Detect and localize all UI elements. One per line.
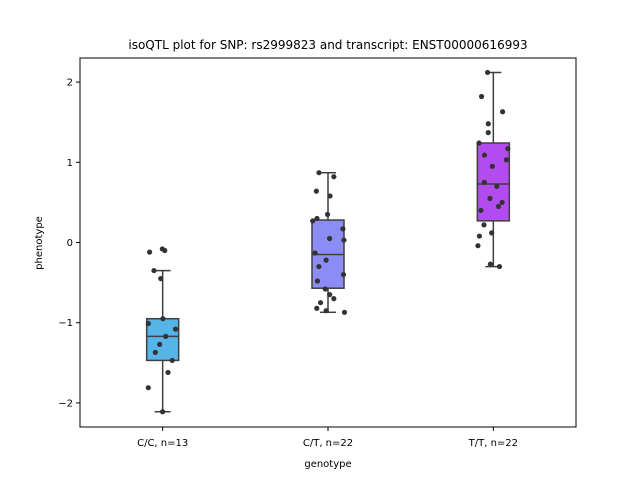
data-point [485, 130, 491, 136]
data-point [481, 152, 488, 158]
data-point [499, 199, 505, 205]
data-point [313, 188, 319, 194]
data-point [145, 320, 151, 327]
data-point [314, 305, 320, 311]
data-point [160, 409, 166, 415]
x-axis-label: genotype [304, 459, 351, 470]
data-point [478, 207, 484, 214]
data-point [496, 263, 503, 270]
data-point [323, 257, 329, 263]
y-tick-label: 2 [67, 78, 73, 89]
data-point [340, 226, 346, 232]
data-point [495, 203, 502, 210]
data-point [489, 230, 495, 236]
data-point [485, 121, 491, 127]
data-point [314, 215, 320, 222]
data-point [478, 93, 485, 100]
y-tick-label: 0 [67, 238, 73, 249]
data-point [326, 235, 333, 242]
x-tick-label: T/T, n=22 [468, 438, 518, 449]
data-point [340, 271, 347, 278]
chart-title: isoQTL plot for SNP: rs2999823 and trans… [128, 38, 527, 52]
data-point [484, 69, 491, 76]
data-point [476, 233, 482, 239]
y-tick-label: 1 [67, 158, 73, 169]
data-point [158, 275, 164, 282]
data-point [310, 218, 316, 224]
data-point [341, 309, 348, 315]
data-point [503, 157, 509, 163]
data-point [327, 193, 333, 199]
data-point [151, 267, 157, 274]
data-point [172, 326, 179, 332]
data-point [157, 341, 163, 347]
data-point [324, 211, 331, 218]
data-point [481, 222, 487, 228]
plot-area [145, 69, 511, 415]
data-point [160, 316, 166, 322]
y-axis-label: phenotype [34, 216, 45, 270]
data-point [341, 237, 347, 243]
data-point [312, 250, 318, 256]
data-point [331, 174, 337, 180]
data-point [500, 109, 506, 115]
data-point [162, 247, 168, 254]
data-point [317, 300, 324, 306]
box-iqr [145, 317, 180, 362]
data-point [475, 243, 481, 249]
data-point [169, 357, 175, 364]
data-point [322, 286, 328, 292]
data-point [316, 263, 322, 270]
data-point [152, 349, 158, 355]
data-point [163, 333, 169, 339]
x-tick-label: C/C, n=13 [137, 438, 188, 449]
data-point [489, 163, 495, 169]
data-point [316, 170, 322, 176]
data-point [165, 369, 171, 376]
data-point [323, 308, 329, 314]
y-tick-label: −1 [58, 318, 73, 329]
data-point [505, 146, 511, 152]
data-point [327, 292, 333, 298]
data-point [487, 195, 493, 201]
data-point [314, 278, 321, 284]
data-point [481, 179, 487, 185]
data-point [487, 261, 493, 267]
data-point [331, 296, 337, 302]
y-tick-label: −2 [58, 398, 73, 409]
x-tick-label: C/T, n=22 [303, 438, 353, 449]
data-point [494, 183, 500, 189]
data-point [146, 249, 153, 255]
data-point [476, 140, 482, 146]
data-point [145, 385, 151, 391]
